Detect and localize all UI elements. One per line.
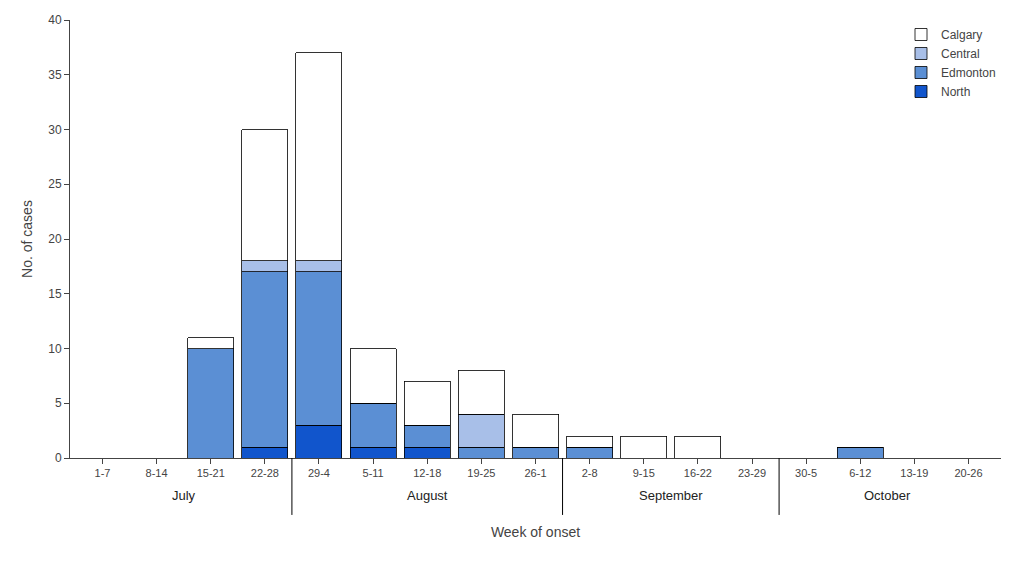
svg-text:25: 25: [48, 177, 62, 191]
svg-text:19-25: 19-25: [467, 467, 495, 479]
svg-text:September: September: [639, 488, 703, 503]
svg-text:2-8: 2-8: [582, 467, 598, 479]
svg-text:26-1: 26-1: [524, 467, 546, 479]
svg-text:13-19: 13-19: [900, 467, 928, 479]
svg-text:North: North: [941, 85, 970, 99]
svg-text:9-15: 9-15: [633, 467, 655, 479]
svg-text:Calgary: Calgary: [941, 28, 982, 42]
svg-text:15-21: 15-21: [197, 467, 225, 479]
svg-text:10: 10: [48, 342, 62, 356]
svg-text:12-18: 12-18: [413, 467, 441, 479]
svg-text:30-5: 30-5: [795, 467, 817, 479]
svg-text:20: 20: [48, 232, 62, 246]
svg-text:Central: Central: [941, 47, 980, 61]
svg-text:8-14: 8-14: [146, 467, 168, 479]
svg-text:6-12: 6-12: [849, 467, 871, 479]
svg-text:30: 30: [48, 123, 62, 137]
svg-text:0: 0: [55, 451, 62, 465]
svg-text:40: 40: [48, 13, 62, 27]
svg-text:16-22: 16-22: [684, 467, 712, 479]
svg-text:1-7: 1-7: [95, 467, 111, 479]
svg-text:20-26: 20-26: [954, 467, 982, 479]
svg-text:5-11: 5-11: [363, 467, 384, 479]
svg-text:23-29: 23-29: [738, 467, 766, 479]
svg-text:22-28: 22-28: [251, 467, 279, 479]
svg-text:Week of onset: Week of onset: [491, 524, 580, 540]
svg-text:15: 15: [48, 287, 62, 301]
svg-text:35: 35: [48, 68, 62, 82]
svg-text:No. of cases: No. of cases: [19, 200, 35, 278]
svg-text:Edmonton: Edmonton: [941, 66, 996, 80]
svg-text:August: August: [407, 488, 448, 503]
svg-text:July: July: [172, 488, 196, 503]
svg-text:5: 5: [55, 396, 62, 410]
svg-text:29-4: 29-4: [308, 467, 330, 479]
svg-text:October: October: [864, 488, 911, 503]
